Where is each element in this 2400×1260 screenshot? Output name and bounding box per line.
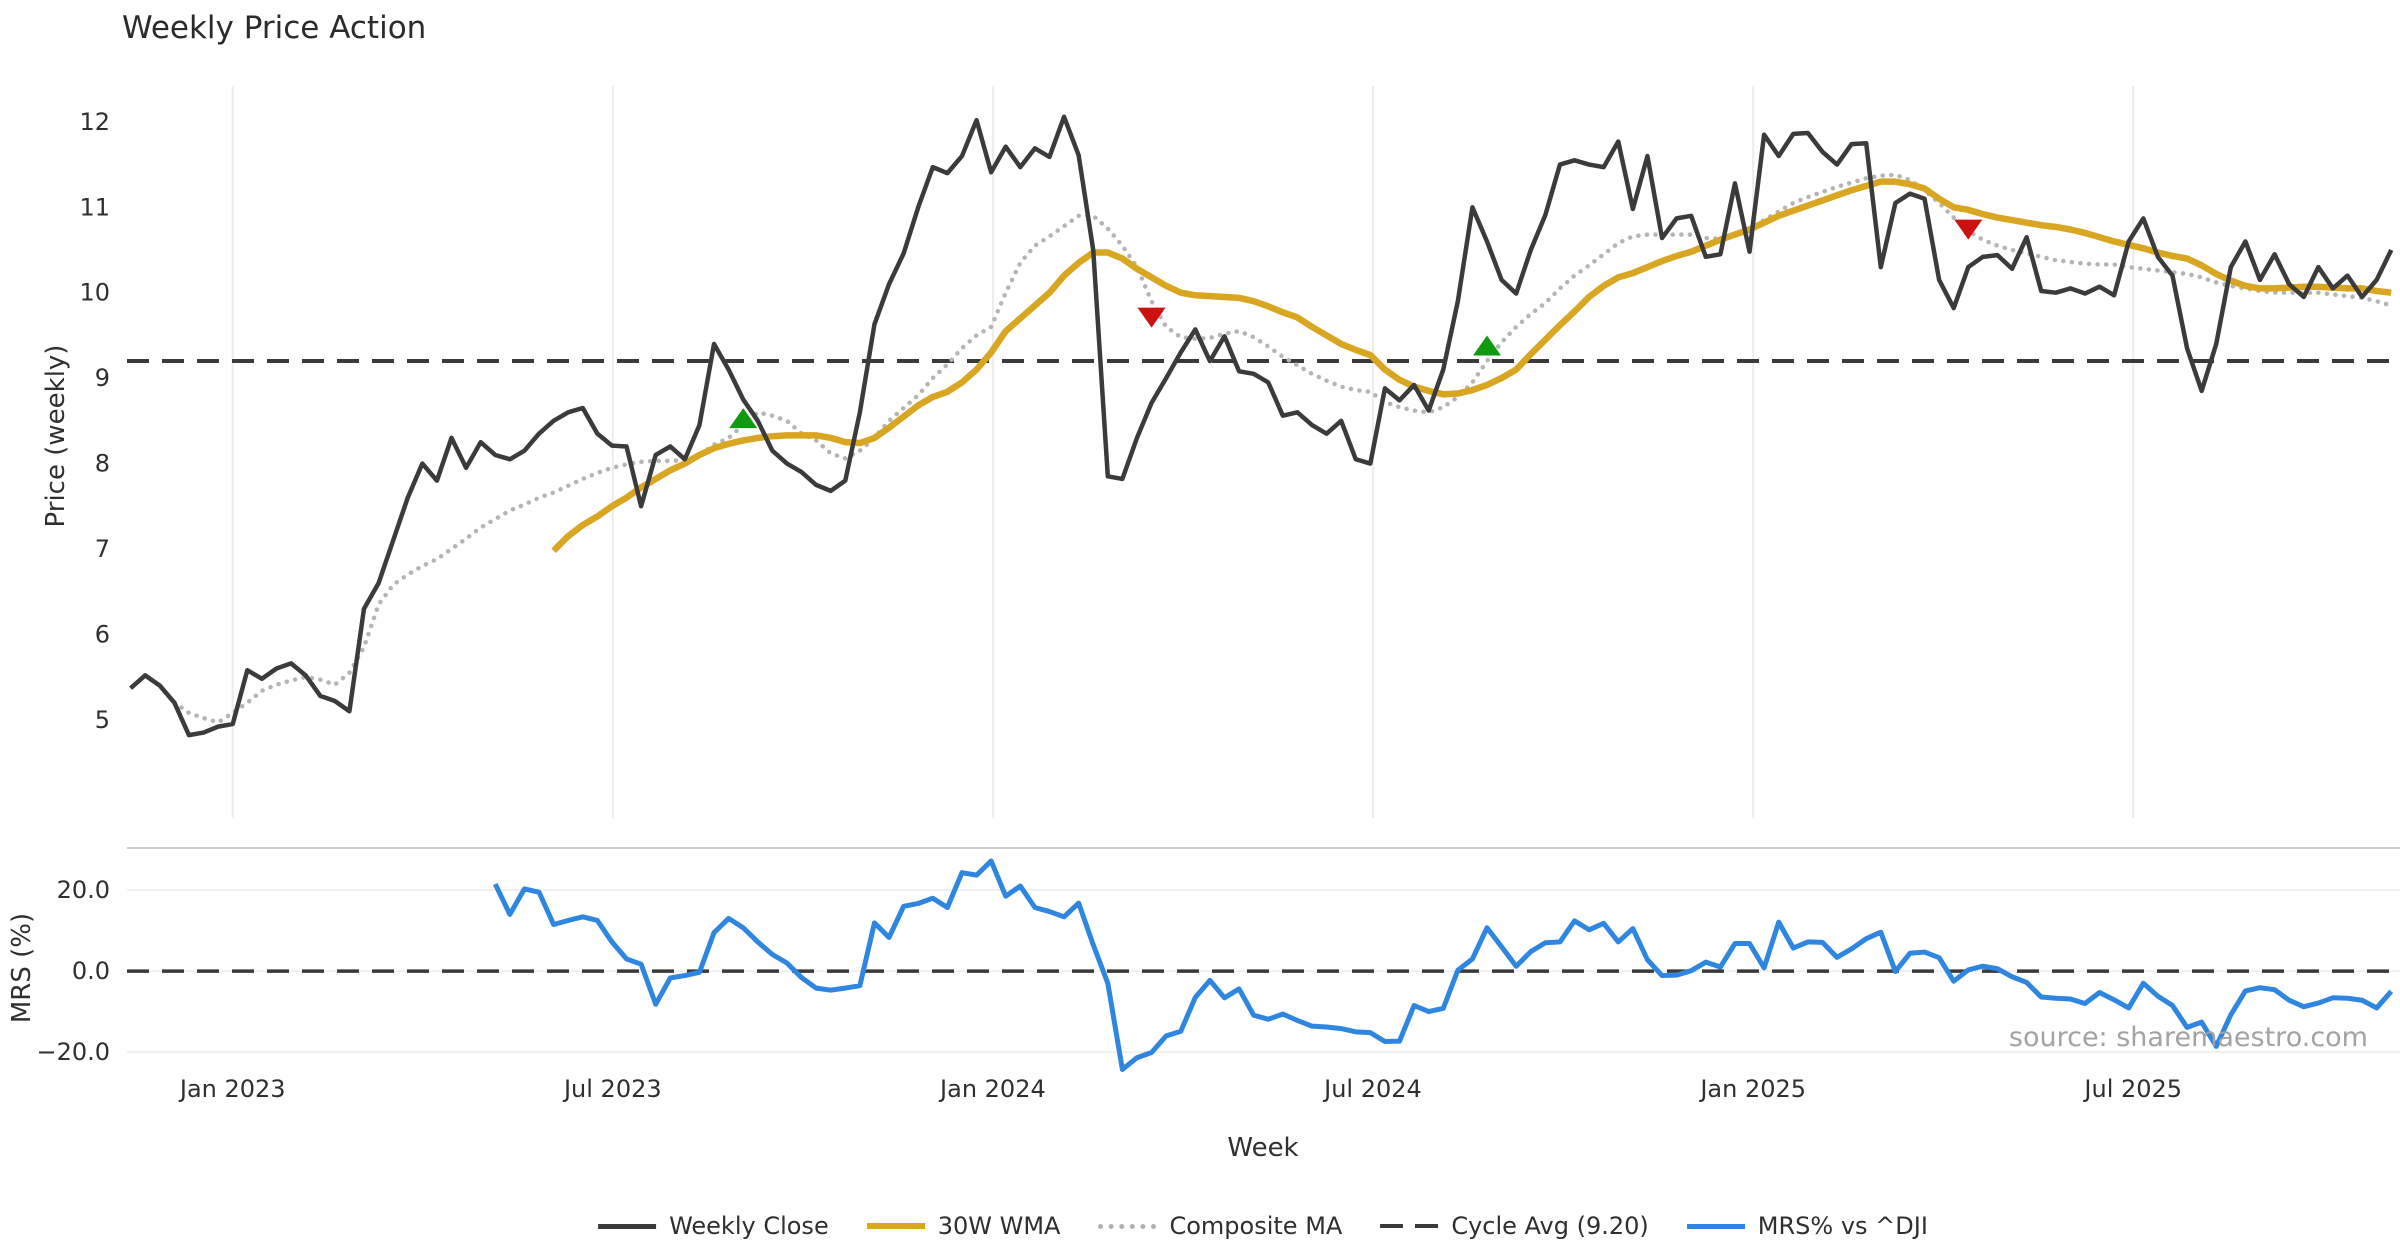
mrs-ytick-label: 0.0 <box>72 957 110 985</box>
watermark-text: source: sharemaestro.com <box>2008 1022 2368 1053</box>
legend-label: Cycle Avg (9.20) <box>1451 1212 1649 1240</box>
sell-signal-marker-icon <box>1137 307 1166 328</box>
sell-signal-marker-icon <box>1954 219 1983 240</box>
price-ytick-label: 7 <box>95 535 110 563</box>
mrs-ytick-label: 20.0 <box>57 876 110 904</box>
cycle-avg-line-swatch-icon <box>1380 1224 1439 1228</box>
legend-label: 30W WMA <box>937 1212 1061 1240</box>
composite-ma-line-swatch-icon <box>1098 1223 1157 1229</box>
legend: Weekly Close 30W WMA Composite MA Cycle … <box>598 1212 1928 1240</box>
legend-item-30w-wma: 30W WMA <box>866 1212 1061 1240</box>
price-axis-label: Price (weekly) <box>41 344 71 528</box>
legend-item-composite-ma: Composite MA <box>1098 1212 1342 1240</box>
mrs-axis-label: MRS (%) <box>7 912 37 1024</box>
price-ytick-label: 6 <box>95 620 110 648</box>
price-ytick-label: 8 <box>95 450 110 478</box>
series-30w-wma <box>551 178 2392 553</box>
mrs-ytick-label: −20.0 <box>36 1038 110 1066</box>
legend-item-weekly-close: Weekly Close <box>598 1212 829 1240</box>
price-ytick-label: 11 <box>79 193 110 221</box>
legend-label: MRS% vs ^DJI <box>1757 1212 1928 1240</box>
series-mrs-vs-dji <box>493 858 2394 1072</box>
buy-signal-marker-icon <box>729 408 758 429</box>
x-tick-label: Jul 2023 <box>562 1075 662 1103</box>
legend-item-mrs: MRS% vs ^DJI <box>1686 1212 1928 1240</box>
wma-line-swatch-icon <box>866 1223 925 1229</box>
x-tick-label: Jan 2024 <box>938 1075 1046 1103</box>
price-ytick-label: 12 <box>79 108 110 136</box>
series-composite-ma <box>172 172 2394 725</box>
x-tick-label: Jan 2023 <box>178 1075 286 1103</box>
legend-label: Weekly Close <box>669 1212 829 1240</box>
buy-signal-marker-icon <box>1473 335 1502 356</box>
legend-label: Composite MA <box>1169 1212 1343 1240</box>
price-ytick-label: 9 <box>95 364 110 392</box>
x-axis-label: Week <box>1227 1133 1299 1163</box>
x-tick-label: Jul 2025 <box>2082 1075 2182 1103</box>
x-tick-label: Jul 2024 <box>1322 1075 1422 1103</box>
mrs-line-swatch-icon <box>1686 1223 1745 1229</box>
price-ytick-label: 10 <box>79 279 110 307</box>
price-ytick-label: 5 <box>95 706 110 734</box>
chart-title: Weekly Price Action <box>122 10 427 46</box>
weekly-close-line-swatch-icon <box>598 1223 657 1229</box>
series-weekly-close <box>129 114 2394 738</box>
x-tick-label: Jan 2025 <box>1698 1075 1806 1103</box>
legend-item-cycle-avg: Cycle Avg (9.20) <box>1380 1212 1649 1240</box>
